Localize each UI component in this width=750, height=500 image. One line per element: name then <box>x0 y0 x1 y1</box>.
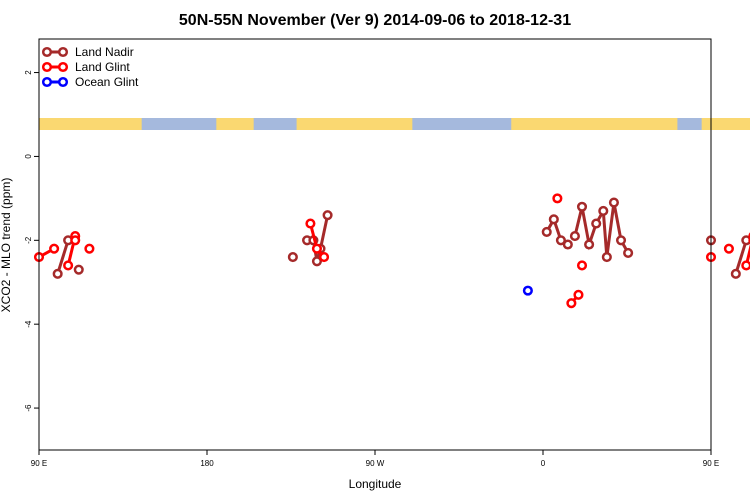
data-point <box>569 231 580 242</box>
legend-marker <box>57 61 69 73</box>
data-point <box>730 268 741 279</box>
data-point <box>615 235 627 246</box>
data-point <box>584 239 595 250</box>
legend-marker <box>41 46 53 58</box>
y-tick-label: -4 <box>24 320 33 328</box>
data-point <box>318 252 330 263</box>
y-tick-label: 2 <box>24 70 33 75</box>
legend-marker <box>41 76 53 88</box>
x-tick-label: 90 E <box>703 459 719 468</box>
data-point <box>541 226 552 237</box>
x-tick-label: 0 <box>541 459 546 468</box>
data-point <box>576 201 588 212</box>
legend-label: Land Glint <box>75 60 130 74</box>
data-point <box>576 260 588 271</box>
series-line <box>56 239 70 275</box>
x-axis-label: Longitude <box>349 477 402 491</box>
data-point <box>548 214 559 225</box>
x-tick-label: 180 <box>200 459 214 468</box>
data-point <box>287 252 298 263</box>
data-point <box>598 205 609 216</box>
data-point <box>49 243 60 254</box>
data-point <box>741 260 750 271</box>
data-point <box>601 252 612 263</box>
data-point <box>555 235 566 246</box>
data-point <box>322 210 333 221</box>
data-point <box>522 285 533 296</box>
plot-frame <box>38 38 712 451</box>
y-tick-label: -6 <box>24 404 33 412</box>
map-strip-land-0 <box>39 118 142 130</box>
legend-marker <box>41 61 53 73</box>
map-strip <box>39 118 750 130</box>
legend-item: Land Nadir <box>41 45 134 59</box>
x-tick-label: 90 W <box>366 459 385 468</box>
legend-item: Ocean Glint <box>41 75 139 89</box>
data-point <box>566 298 577 309</box>
map-strip-land-3 <box>511 118 678 130</box>
series-land-nadir <box>52 197 750 279</box>
y-axis-label: XCO2 - MLO trend (ppm) <box>0 178 13 313</box>
data-point <box>591 218 602 229</box>
data-point <box>305 218 316 229</box>
legend-marker <box>57 76 69 88</box>
data-point <box>311 243 322 254</box>
data-point <box>311 256 322 267</box>
series-layer <box>33 193 750 309</box>
series-land-glint <box>33 193 750 309</box>
data-point <box>52 268 63 279</box>
x-tick-label: 90 E <box>31 459 47 468</box>
data-point <box>573 289 584 300</box>
data-point <box>723 243 734 254</box>
data-point <box>741 235 750 246</box>
data-point <box>562 239 573 250</box>
map-strip-land-4 <box>701 118 750 130</box>
legend-marker <box>57 46 69 58</box>
series-line <box>734 239 748 275</box>
map-strip-land-1 <box>216 118 254 130</box>
map-strip-land-2 <box>296 118 413 130</box>
y-axis: 2 0 -2 -4 -6 <box>24 70 39 412</box>
y-tick-label: 0 <box>24 154 33 159</box>
data-point <box>552 193 563 204</box>
series-line <box>744 243 750 266</box>
series-ocean-glint <box>522 285 533 296</box>
legend-label: Ocean Glint <box>75 75 139 89</box>
legend-label: Land Nadir <box>75 45 134 59</box>
data-point <box>623 247 634 258</box>
data-point <box>70 235 81 246</box>
data-point <box>63 260 74 271</box>
legend-item: Land Glint <box>41 60 130 74</box>
chart-title: 50N-55N November (Ver 9) 2014-09-06 to 2… <box>179 12 571 29</box>
data-point <box>73 264 84 275</box>
data-point <box>608 197 619 208</box>
y-tick-label: -2 <box>24 236 33 244</box>
data-point <box>84 243 95 254</box>
